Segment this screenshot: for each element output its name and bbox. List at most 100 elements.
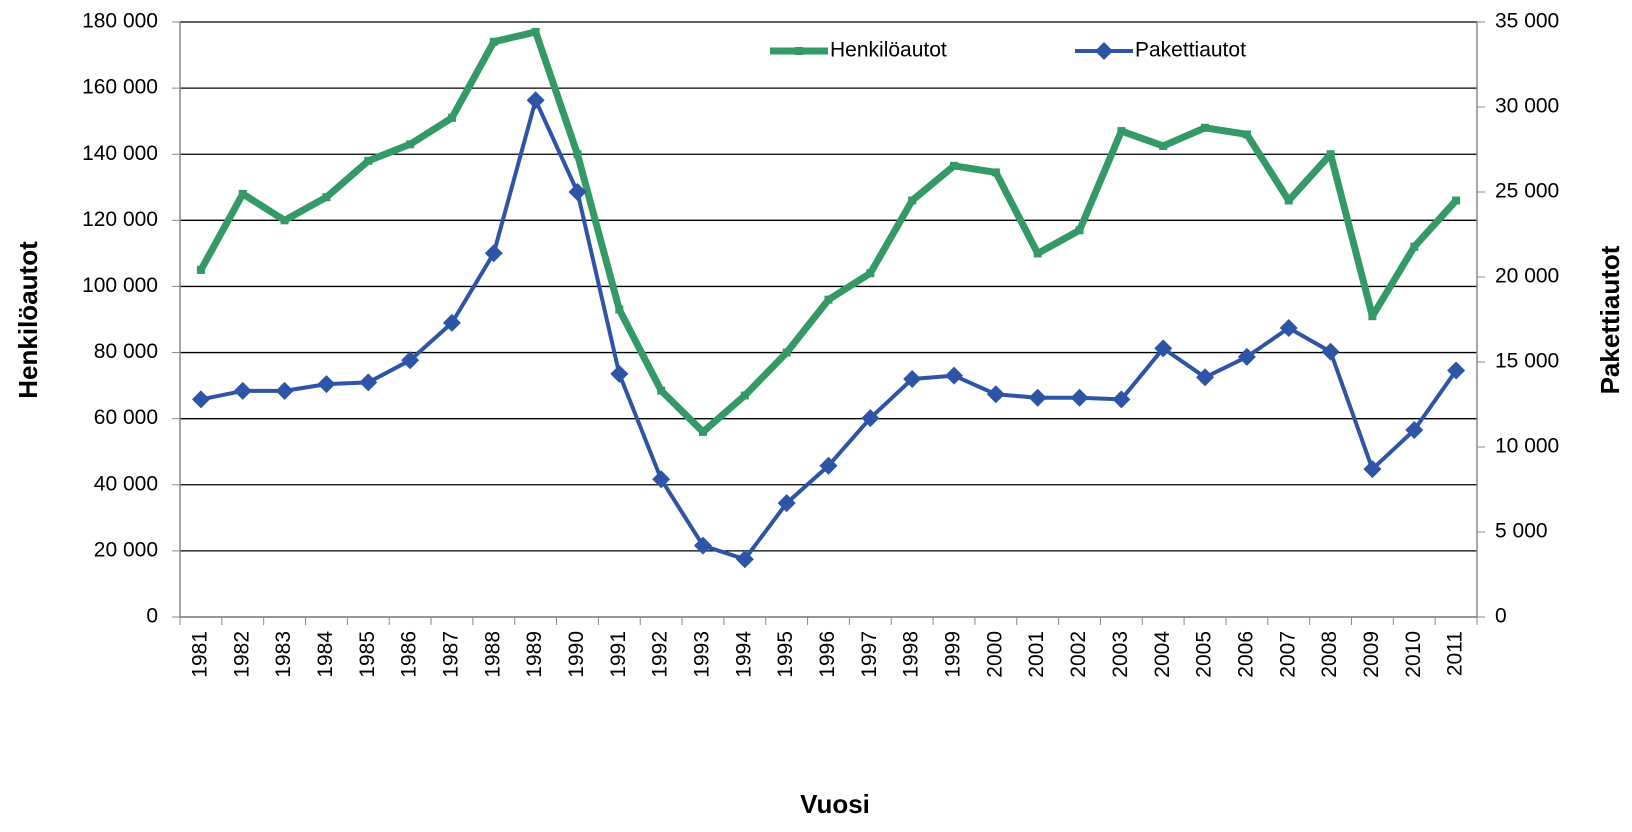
marker bbox=[1095, 42, 1113, 60]
x-tick-label: 1984 bbox=[314, 631, 337, 678]
marker bbox=[1196, 368, 1215, 387]
marker bbox=[484, 244, 503, 263]
marker bbox=[1405, 421, 1424, 439]
marker bbox=[1237, 347, 1256, 366]
marker bbox=[945, 366, 964, 385]
x-tick-label: 1987 bbox=[439, 631, 462, 678]
marker bbox=[1154, 339, 1173, 358]
y-tick-label: 160 000 bbox=[82, 76, 158, 99]
marker bbox=[238, 189, 247, 198]
marker bbox=[1447, 361, 1466, 380]
x-tick-label: 1991 bbox=[607, 631, 630, 678]
marker bbox=[531, 27, 540, 36]
marker bbox=[782, 348, 791, 357]
marker bbox=[740, 391, 749, 400]
x-tick-label: 1998 bbox=[900, 631, 923, 678]
marker bbox=[903, 370, 922, 388]
marker bbox=[1201, 123, 1210, 132]
y-axis-title: Henkilöautot bbox=[13, 241, 43, 399]
marker bbox=[1321, 342, 1340, 361]
x-tick-label: 2002 bbox=[1067, 631, 1090, 678]
x-tick-label: 2008 bbox=[1318, 631, 1341, 678]
y-tick-label: 140 000 bbox=[82, 142, 158, 165]
y2-tick-label: 5 000 bbox=[1495, 520, 1548, 543]
marker bbox=[191, 390, 210, 409]
marker bbox=[1410, 242, 1419, 251]
y2-axis-title: Pakettiautot bbox=[1595, 245, 1625, 394]
marker bbox=[908, 196, 917, 205]
marker bbox=[568, 183, 587, 201]
y2-tick-label: 35 000 bbox=[1495, 10, 1559, 33]
marker bbox=[698, 427, 707, 436]
marker bbox=[442, 313, 461, 332]
marker bbox=[317, 375, 336, 394]
marker bbox=[1075, 226, 1084, 235]
y2-tick-label: 20 000 bbox=[1495, 265, 1559, 288]
marker bbox=[1242, 130, 1251, 139]
y-tick-label: 180 000 bbox=[82, 10, 158, 33]
y-tick-label: 80 000 bbox=[94, 340, 158, 363]
marker bbox=[280, 216, 289, 225]
x-tick-label: 1990 bbox=[565, 631, 588, 678]
marker bbox=[1368, 312, 1377, 321]
x-tick-label: 2010 bbox=[1402, 631, 1425, 678]
y2-tick-label: 10 000 bbox=[1495, 435, 1559, 458]
x-tick-label: 1989 bbox=[523, 631, 546, 678]
marker bbox=[1452, 196, 1461, 205]
marker bbox=[777, 494, 796, 513]
y-tick-label: 20 000 bbox=[94, 538, 158, 561]
marker bbox=[401, 351, 420, 370]
x-tick-label: 1982 bbox=[230, 631, 253, 678]
marker bbox=[610, 364, 629, 383]
x-tick-label: 1992 bbox=[649, 631, 672, 678]
marker bbox=[991, 168, 1000, 177]
marker bbox=[657, 386, 666, 395]
y-tick-label: 60 000 bbox=[94, 406, 158, 429]
legend-label: Pakettiautot bbox=[1135, 39, 1246, 62]
marker bbox=[735, 550, 754, 569]
marker bbox=[526, 91, 545, 110]
marker bbox=[322, 193, 331, 202]
x-tick-label: 2005 bbox=[1193, 631, 1216, 678]
x-tick-label: 2000 bbox=[983, 631, 1006, 678]
marker bbox=[824, 295, 833, 304]
marker bbox=[1112, 390, 1131, 409]
marker bbox=[615, 305, 624, 314]
marker bbox=[489, 37, 498, 46]
x-tick-label: 1994 bbox=[732, 631, 755, 678]
marker bbox=[866, 269, 875, 278]
marker bbox=[196, 265, 205, 274]
y-tick-label: 100 000 bbox=[82, 274, 158, 297]
marker bbox=[1070, 388, 1089, 407]
marker bbox=[1028, 388, 1047, 407]
marker bbox=[359, 373, 378, 392]
marker bbox=[819, 456, 838, 475]
x-tick-label: 2009 bbox=[1360, 631, 1383, 678]
marker bbox=[406, 140, 415, 149]
marker bbox=[1279, 319, 1298, 337]
y-tick-label: 0 bbox=[146, 605, 158, 628]
marker bbox=[275, 381, 294, 400]
y2-tick-label: 25 000 bbox=[1495, 180, 1559, 203]
x-tick-label: 1993 bbox=[691, 631, 714, 678]
marker bbox=[1326, 150, 1335, 159]
marker bbox=[1033, 249, 1042, 258]
marker bbox=[1159, 141, 1168, 150]
x-tick-label: 1981 bbox=[188, 631, 211, 678]
x-tick-label: 2006 bbox=[1234, 631, 1257, 678]
marker bbox=[693, 536, 712, 555]
x-tick-label: 2007 bbox=[1276, 631, 1299, 678]
marker bbox=[1363, 460, 1382, 479]
y2-tick-label: 15 000 bbox=[1495, 350, 1559, 373]
y2-tick-label: 30 000 bbox=[1495, 95, 1559, 118]
marker bbox=[861, 409, 880, 428]
marker bbox=[233, 381, 252, 400]
marker bbox=[1284, 196, 1293, 205]
y-tick-label: 120 000 bbox=[82, 208, 158, 231]
marker bbox=[447, 113, 456, 122]
x-axis-title: Vuosi bbox=[800, 789, 870, 819]
x-tick-label: 1983 bbox=[272, 631, 295, 678]
x-tick-label: 1985 bbox=[356, 631, 379, 678]
y2-tick-label: 0 bbox=[1495, 605, 1507, 628]
